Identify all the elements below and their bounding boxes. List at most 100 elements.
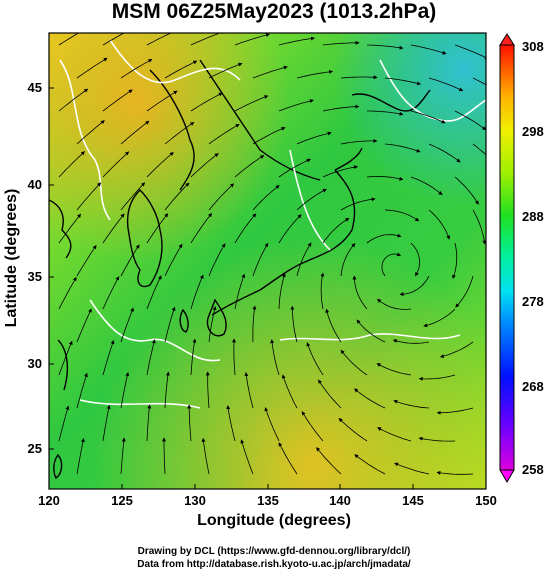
credit-drawing: Drawing by DCL (https://www.gfd-dennou.o… — [137, 546, 411, 557]
streamline-arrow — [316, 447, 342, 475]
streamline-arrow — [296, 131, 332, 145]
streamline-arrow — [454, 176, 479, 205]
streamline-arrow — [164, 60, 198, 79]
streamline-arrow — [278, 214, 302, 244]
streamline-arrow — [120, 120, 150, 145]
x-tick-label: 130 — [184, 493, 206, 508]
streamline-arrow — [146, 90, 178, 112]
streamline-arrow — [320, 272, 325, 310]
streamline-arrow — [376, 363, 412, 376]
streamline-arrow — [278, 99, 314, 112]
streamline-arrow — [102, 89, 133, 112]
streamline-arrow — [354, 454, 386, 475]
credit-data: Data from http://database.rish.kyoto-u.a… — [137, 559, 411, 570]
streamline-arrow — [58, 88, 89, 112]
streamline-arrow — [410, 110, 446, 124]
streamline-arrow — [234, 33, 270, 46]
streamline-arrow — [340, 138, 378, 145]
streamline-arrow — [296, 242, 312, 277]
streamline-arrow — [340, 75, 378, 80]
streamline-arrow — [410, 44, 447, 55]
streamline-arrow — [232, 338, 237, 376]
streamline-arrow — [454, 110, 486, 131]
streamline-arrow — [76, 308, 92, 343]
streamline-arrow — [322, 40, 360, 46]
x-tick-label: 120 — [38, 493, 60, 508]
streamline-arrow — [146, 339, 156, 376]
streamline-arrow — [120, 182, 146, 211]
streamline-arrow — [393, 399, 430, 409]
y-tick-label: 35 — [27, 269, 42, 284]
streamline-arrow — [318, 379, 342, 409]
x-axis-ticks — [48, 484, 487, 489]
streamline-arrow — [394, 462, 430, 475]
streamline-arrow — [208, 62, 243, 79]
streamline-arrow — [208, 183, 235, 211]
streamline-arrow — [190, 212, 213, 244]
y-tick-label: 25 — [27, 441, 42, 456]
streamline-arrow — [366, 233, 402, 244]
streamline-arrow — [428, 143, 461, 163]
streamline-arrow — [120, 244, 140, 277]
streamline-arrow — [58, 405, 70, 442]
streamline-arrow — [296, 188, 327, 211]
streamline-arrow — [76, 182, 102, 211]
streamline-arrow — [410, 242, 420, 277]
streamline-arrow — [146, 33, 172, 46]
streamline-arrow — [58, 33, 80, 46]
streamline-arrow — [418, 374, 456, 381]
streamline-arrow — [436, 470, 474, 475]
colorbar-tick-label: 268 — [522, 379, 544, 394]
streamline-arrow — [376, 298, 412, 310]
x-tick-label: 135 — [257, 493, 279, 508]
map-title: MSM 06Z25May2023 (1013.2hPa) — [111, 0, 437, 23]
streamline-arrow — [410, 176, 443, 196]
streamline-arrow — [190, 153, 219, 178]
streamline-arrow — [472, 77, 486, 86]
streamline-arrow — [146, 404, 152, 442]
streamline-arrow — [384, 143, 421, 153]
streamline-arrow — [338, 417, 368, 442]
streamline-arrow — [264, 407, 280, 442]
streamline-arrow — [252, 127, 286, 145]
streamline-arrow — [102, 339, 115, 376]
streamline-arrow — [208, 123, 240, 145]
streamline-arrow — [290, 305, 298, 343]
streamline-arrow — [234, 273, 246, 310]
streamline-arrow — [454, 44, 486, 60]
streamline-arrow — [164, 122, 195, 145]
streamline-arrow — [164, 371, 170, 409]
streamline-arrow — [423, 308, 456, 328]
colorbar — [499, 33, 515, 483]
streamline-arrow — [392, 339, 430, 344]
streamline-arrow — [205, 371, 210, 409]
streamline-arrow — [436, 407, 474, 415]
streamline-arrow — [252, 242, 269, 277]
streamline-arrow — [76, 120, 105, 145]
streamline-arrow — [190, 274, 204, 310]
streamline-arrow — [352, 275, 368, 310]
colorbar-tick-label: 298 — [522, 124, 544, 139]
streamline-arrow — [418, 436, 456, 442]
colorbar-lower-arrow — [499, 469, 515, 483]
streamline-arrow — [76, 244, 97, 277]
streamline-arrow — [366, 175, 404, 181]
streamline-arrow — [58, 340, 73, 376]
streamline-arrow — [377, 427, 412, 442]
streamline-arrow — [162, 437, 166, 475]
colorbar-upper-arrow — [499, 33, 515, 46]
streamline-arrow — [472, 143, 486, 156]
streamline-arrow — [270, 339, 280, 376]
streamline-arrow — [278, 36, 315, 46]
streamline-arrow — [190, 338, 197, 376]
streamline-arrow — [439, 341, 474, 358]
streamline-arrow — [252, 65, 288, 79]
streamline-arrow — [146, 151, 174, 178]
streamline-arrow — [208, 305, 217, 343]
streamline-arrow — [340, 242, 356, 277]
x-tick-label: 145 — [402, 493, 424, 508]
streamline-arrow — [187, 404, 192, 442]
streamline-arrow — [301, 411, 324, 442]
streamline-arrow — [234, 213, 257, 244]
streamline-arrow — [164, 243, 183, 277]
